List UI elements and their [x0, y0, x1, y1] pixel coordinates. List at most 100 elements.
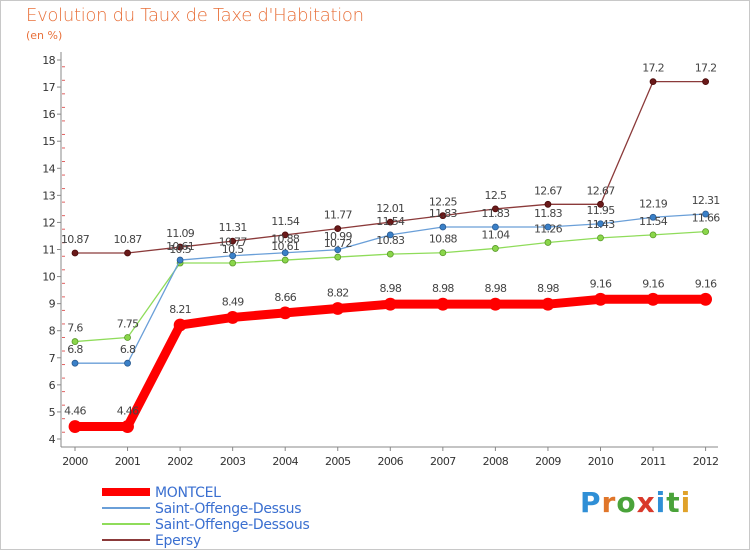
data-point: [541, 297, 555, 311]
proxiti-logo: Proxiti: [580, 486, 692, 519]
y-tick-label: 9: [49, 298, 56, 311]
data-point: [702, 78, 709, 86]
data-point: [226, 311, 240, 324]
data-label: 11.54: [271, 215, 300, 228]
y-tick-label: 13: [42, 189, 55, 202]
data-label: 17.2: [642, 62, 664, 75]
legend-label: Saint-Offenge-Dessus: [155, 501, 301, 517]
data-point: [334, 246, 342, 254]
legend-label: MONTCEL: [155, 485, 221, 501]
y-tick-label: 16: [42, 108, 55, 121]
data-label: 12.67: [587, 184, 616, 197]
x-tick-label: 2008: [483, 455, 509, 468]
y-tick-label: 12: [42, 216, 55, 229]
data-label: 12.5: [485, 189, 507, 202]
x-tick-label: 2009: [535, 455, 561, 468]
data-label: 8.49: [222, 295, 244, 308]
data-point: [386, 231, 394, 239]
data-point: [334, 225, 342, 233]
y-tick-label: 18: [42, 54, 55, 67]
data-point: [281, 231, 289, 239]
legend-label: Epersy: [155, 533, 201, 549]
data-label: 12.19: [639, 197, 668, 210]
data-point: [491, 245, 499, 252]
data-point: [436, 297, 450, 311]
data-point: [491, 223, 499, 231]
data-point: [386, 218, 394, 226]
data-point: [649, 213, 657, 221]
data-point: [331, 302, 345, 315]
y-tick-label: 11: [42, 244, 55, 257]
data-point: [229, 252, 237, 260]
y-tick-label: 6: [49, 379, 56, 392]
data-label: 12.01: [376, 202, 404, 215]
data-label: 11.09: [166, 227, 195, 240]
data-label: 9.16: [642, 277, 664, 290]
data-point: [439, 212, 447, 220]
data-label: 10.99: [324, 230, 353, 243]
y-tick-label: 14: [42, 162, 55, 175]
data-label: 8.21: [169, 303, 191, 316]
data-label: 10.88: [271, 233, 300, 246]
data-label: 8.98: [485, 282, 507, 295]
data-point: [649, 231, 657, 239]
data-label: 10.61: [271, 240, 299, 253]
x-tick-label: 2002: [167, 455, 193, 468]
data-point: [176, 256, 184, 264]
x-tick-label: 2003: [220, 455, 246, 468]
data-label: 8.82: [327, 287, 349, 300]
data-label: 11.54: [376, 215, 405, 228]
data-point: [121, 420, 134, 433]
data-point: [229, 259, 237, 267]
data-point: [544, 223, 552, 231]
x-tick-label: 2000: [62, 455, 88, 468]
data-label: 11.04: [481, 228, 510, 241]
data-point: [439, 223, 447, 231]
data-label: 11.26: [534, 222, 563, 235]
data-label: 7.6: [67, 322, 83, 335]
x-tick-label: 2010: [588, 455, 614, 468]
y-tick-label: 4: [49, 433, 56, 446]
y-tick-label: 17: [42, 81, 55, 94]
data-point: [491, 205, 499, 213]
data-point: [702, 228, 709, 236]
data-label: 8.98: [537, 282, 559, 295]
data-point: [488, 297, 502, 311]
data-point: [646, 292, 660, 306]
data-point: [594, 292, 607, 306]
x-tick-label: 2011: [640, 455, 666, 468]
data-label: 11.83: [534, 207, 563, 220]
data-label: 8.98: [379, 282, 401, 295]
data-label: 6.8: [67, 343, 83, 356]
data-label: 17.2: [695, 62, 717, 75]
data-label: 10.61: [166, 240, 194, 253]
data-label: 4.46: [117, 405, 139, 418]
data-label: 11.54: [639, 215, 668, 228]
data-point: [124, 249, 131, 257]
data-point: [71, 249, 79, 257]
x-tick-label: 2001: [115, 455, 141, 468]
legend-label: Saint-Offenge-Dessous: [155, 517, 310, 533]
data-point: [597, 234, 604, 242]
x-tick-label: 2005: [325, 455, 351, 468]
data-point: [699, 292, 712, 306]
data-point: [702, 210, 709, 218]
data-label: 12.31: [692, 194, 720, 207]
data-label: 6.8: [120, 343, 136, 356]
data-point: [544, 239, 552, 246]
data-label: 11.43: [587, 218, 616, 231]
data-label: 11.66: [692, 212, 721, 225]
x-tick-label: 2004: [272, 455, 298, 468]
data-label: 11.83: [481, 207, 510, 220]
data-label: 9.16: [590, 277, 612, 290]
y-tick-label: 8: [49, 325, 56, 338]
y-tick-label: 10: [42, 271, 55, 284]
data-label: 7.75: [117, 317, 139, 330]
chart-subtitle: (en %): [26, 29, 63, 42]
data-label: 10.87: [114, 233, 143, 246]
x-tick-label: 2006: [377, 455, 403, 468]
data-point: [383, 297, 397, 311]
data-point: [281, 256, 289, 264]
